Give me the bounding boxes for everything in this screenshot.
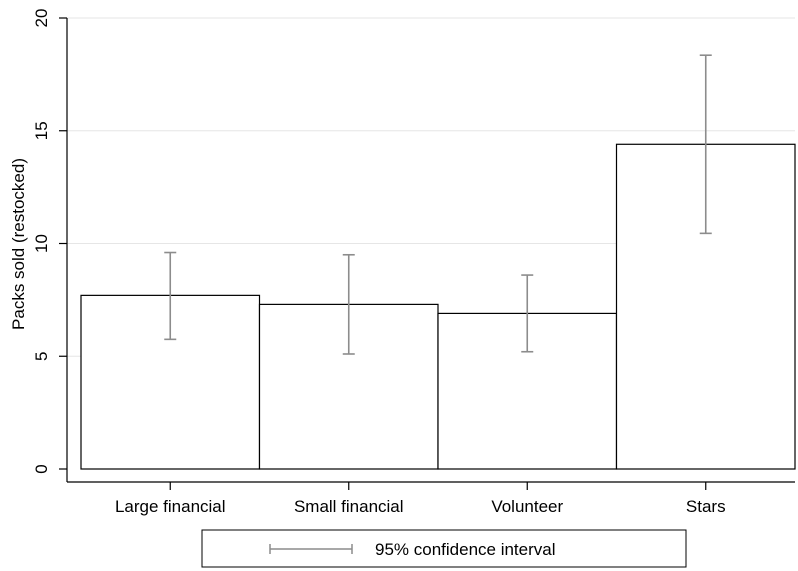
- y-ticks: 0 5 10 15 20: [32, 9, 67, 474]
- y-tick-label: 10: [32, 234, 51, 253]
- x-tick-label: Large financial: [115, 497, 226, 516]
- y-axis-label: Packs sold (restocked): [9, 158, 28, 330]
- y-tick-label: 20: [32, 9, 51, 28]
- x-tick-label: Stars: [686, 497, 726, 516]
- y-tick-label: 15: [32, 121, 51, 140]
- axes: [66, 18, 795, 483]
- legend-label: 95% confidence interval: [375, 540, 556, 559]
- x-ticks: Large financial Small financial Volunteer S…: [115, 482, 726, 516]
- error-bars: [164, 54, 712, 355]
- y-tick-label: 5: [32, 352, 51, 361]
- x-tick-label: Small financial: [294, 497, 404, 516]
- x-tick-label: Volunteer: [491, 497, 563, 516]
- legend: 95% confidence interval: [201, 529, 687, 568]
- y-tick-label: 0: [32, 464, 51, 473]
- bars: [80, 143, 796, 470]
